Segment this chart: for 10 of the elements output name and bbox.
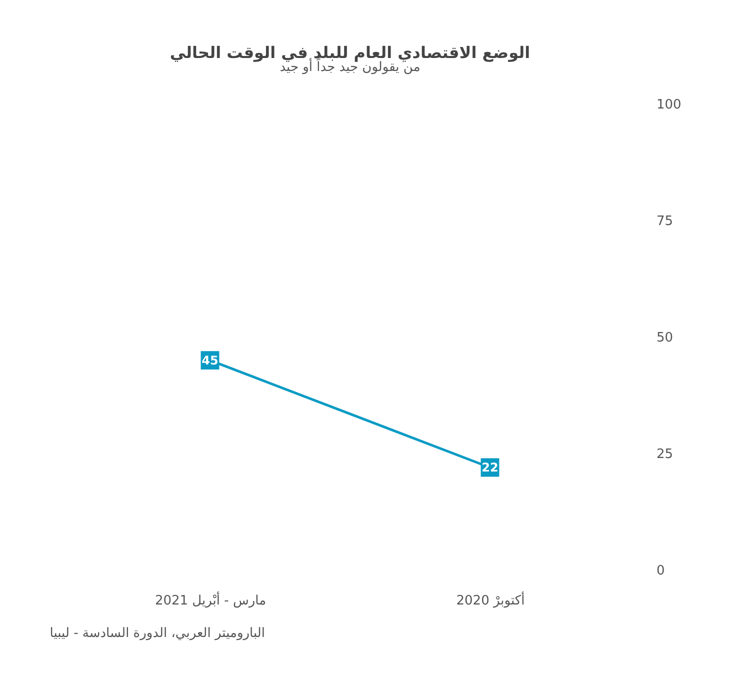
x-tick-label: مارس - أبْريل 2021	[154, 592, 266, 608]
y-tick-label: 0	[656, 564, 665, 578]
data-label: 22	[482, 460, 498, 474]
x-tick-label: أكتوبرْ 2020	[456, 592, 525, 608]
y-tick-label: 75	[656, 214, 674, 229]
data-label: 45	[202, 353, 218, 368]
y-tick-label: 100	[656, 98, 682, 112]
y-tick-label: 25	[656, 447, 674, 462]
text: الباروميتر العربي، الدورة السادسة - ليبيا	[50, 626, 265, 641]
y-tick-label: 50	[656, 330, 674, 346]
